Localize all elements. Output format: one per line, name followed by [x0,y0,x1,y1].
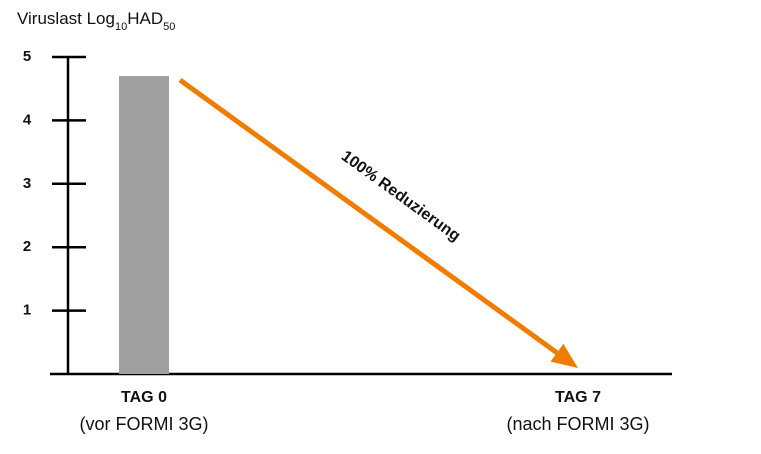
annotation: 100% Reduzierung [338,148,463,245]
y-axis-title-part: Viruslast Log [17,9,115,28]
y-tick-label: 1 [23,302,31,319]
y-axis-title-sub: 50 [163,21,175,33]
y-tick-label: 3 [23,175,31,192]
x-tick-sublabel: (vor FORMI 3G) [80,414,209,434]
arrow-shaft [178,77,559,355]
x-tick-label: TAG 0 [121,389,167,406]
arrow-head [550,343,578,368]
y-axis-title-sub: 10 [115,21,127,33]
x-tick-sublabel: (nach FORMI 3G) [506,414,649,434]
y-tick-label: 5 [23,48,31,65]
x-tick-label: TAG 7 [555,389,601,406]
bar [119,76,169,375]
y-tick-label: 2 [23,238,31,255]
y-axis-title-part: HAD [127,9,163,28]
y-tick-label: 4 [23,111,32,128]
y-axis-title: Viruslast Log10HAD50 [17,9,175,33]
